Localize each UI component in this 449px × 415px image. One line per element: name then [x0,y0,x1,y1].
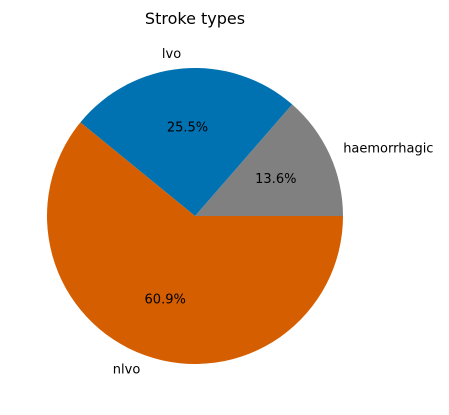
chart-title: Stroke types [145,9,245,28]
pie-slice-nlvo [46,122,343,364]
slice-percent-haemorrhagic: 13.6% [255,172,296,187]
slice-label-haemorrhagic: haemorrhagic [343,142,433,157]
pie-slice-haemorrhagic [195,104,343,216]
slice-label-nlvo: nlvo [113,362,141,377]
pie-labels: haemorrhagic 13.6% lvo 25.5% nlvo 60.9% [113,47,434,377]
slice-label-lvo: lvo [162,47,181,62]
slice-percent-nlvo: 60.9% [145,293,186,308]
pie-slice-lvo [80,68,293,216]
pie-slices [46,68,343,364]
slice-percent-lvo: 25.5% [167,121,208,136]
